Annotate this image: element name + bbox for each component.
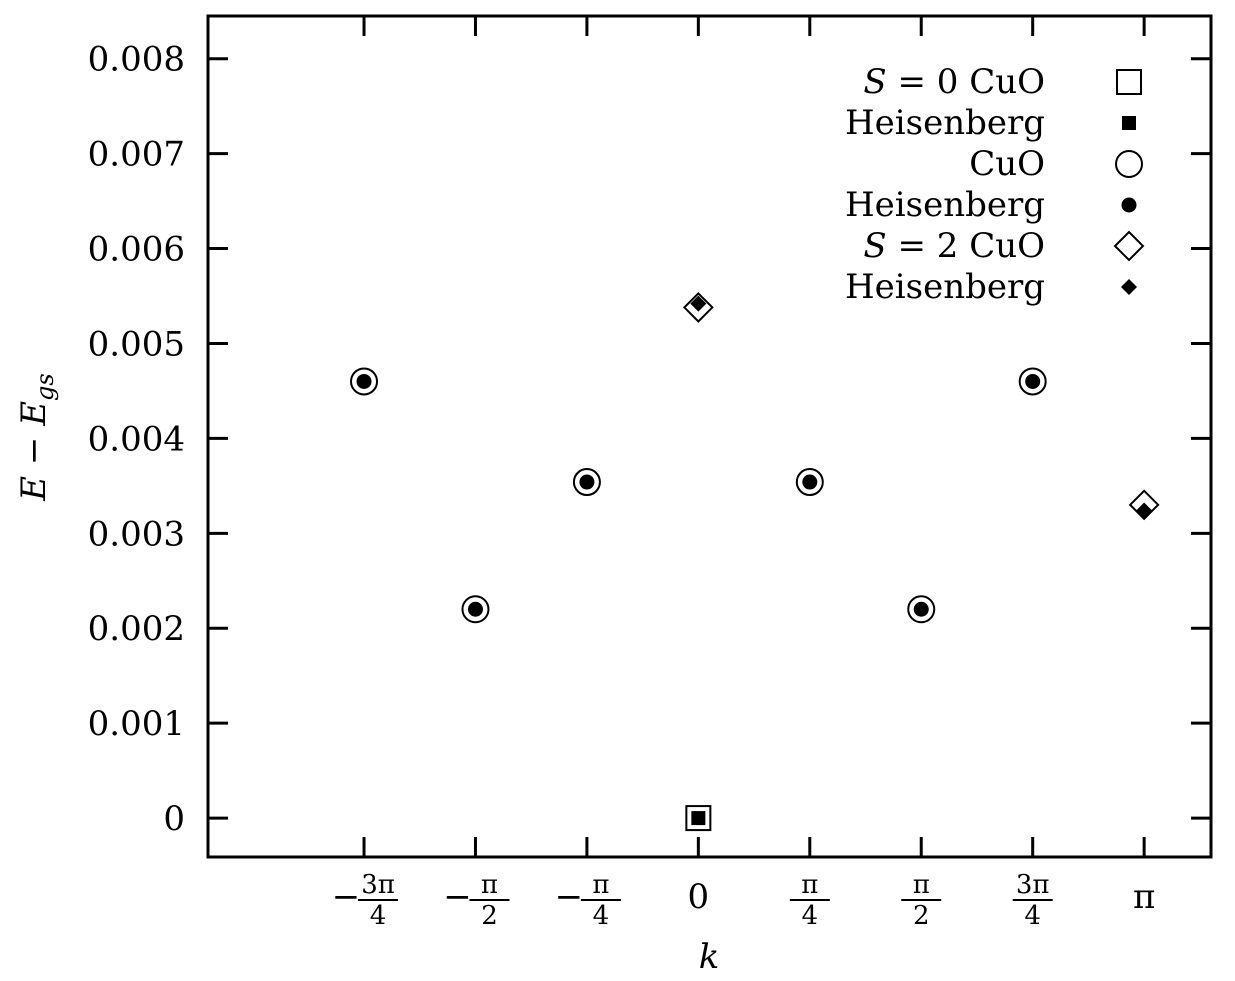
- legend-marker-open-square: [1116, 69, 1142, 95]
- legend-marker-filled-square: [1122, 116, 1136, 130]
- data-point-open-circle: [795, 468, 824, 497]
- legend-entry-label: CuO: [969, 144, 1045, 184]
- y-tick-label: 0.008: [88, 40, 185, 80]
- data-point-filled-circle: [802, 474, 818, 490]
- data-point-filled-circle: [467, 601, 483, 617]
- data-point-open-circle: [350, 367, 379, 396]
- y-tick-label: 0: [163, 799, 185, 839]
- x-tick-label: 3π4: [1012, 870, 1053, 931]
- legend-marker-open-circle: [1115, 150, 1143, 178]
- x-tick-sign: −: [332, 877, 361, 917]
- x-tick-sign: −: [555, 877, 584, 917]
- y-tick-label: 0.002: [88, 609, 185, 649]
- y-tick-label: 0.007: [88, 135, 185, 175]
- ticks-layer: 0 0.001 0.002 0.003 0.004 0.005 0.006 0.007 0.00…: [88, 16, 1211, 931]
- legend-entry-symbol: S: [863, 62, 886, 102]
- legend-entry-text: Heisenberg: [845, 103, 1045, 143]
- x-tick-numerator: π: [801, 870, 818, 900]
- x-tick-label: π4: [789, 870, 830, 931]
- y-axis-label-part: E: [14, 476, 54, 502]
- data-point-open-circle: [907, 595, 936, 624]
- y-tick-label: 0.006: [88, 230, 185, 270]
- x-tick-numerator: 3π: [361, 870, 395, 900]
- legend-entry-label: Heisenberg: [845, 267, 1045, 307]
- x-tick-denominator: 4: [593, 901, 610, 931]
- x-tick-label: 0: [688, 877, 710, 917]
- legend-entry-text: Heisenberg: [845, 267, 1045, 307]
- y-tick-label: 0.001: [88, 704, 185, 744]
- y-axis-label-subscript: gs: [31, 373, 59, 401]
- data-point-open-diamond: [682, 291, 714, 323]
- x-tick-label: π: [1133, 877, 1155, 917]
- data-point-filled-diamond: [690, 295, 707, 312]
- data-point-filled-circle: [356, 373, 372, 389]
- legend-entry-text: = 0 CuO: [887, 62, 1045, 102]
- legend-marker-filled-diamond: [1121, 279, 1137, 295]
- legend-entry-symbol: S: [863, 226, 886, 266]
- x-tick-label: π2: [901, 870, 942, 931]
- x-tick-numerator: π: [481, 870, 498, 900]
- plot-frame: [206, 14, 1213, 859]
- y-tick-label: 0.005: [88, 324, 185, 364]
- marks-layer: [350, 291, 1160, 832]
- legend-entry-text: Heisenberg: [845, 185, 1045, 225]
- y-axis-label-part: E: [14, 401, 54, 427]
- y-axis-label-part: −: [14, 426, 54, 476]
- x-axis-label: k: [699, 937, 720, 976]
- data-point-open-square: [685, 805, 712, 832]
- legend-marker-filled-circle: [1121, 197, 1137, 213]
- x-tick-denominator: 2: [481, 901, 498, 931]
- legend-entry-label: S = 2 CuO: [863, 226, 1045, 266]
- data-point-filled-circle: [579, 474, 595, 490]
- legend-entry-text: CuO: [969, 144, 1045, 184]
- data-point-filled-square: [691, 811, 706, 826]
- x-tick-label: −3π4: [332, 870, 399, 931]
- y-axis-label: E − Egs: [14, 373, 59, 501]
- x-tick-label: − π2: [443, 870, 510, 931]
- x-tick-sign: −: [443, 877, 472, 917]
- data-point-open-circle: [572, 468, 601, 497]
- data-point-filled-circle: [913, 601, 929, 617]
- legend-entry-label: Heisenberg: [845, 185, 1045, 225]
- x-tick-denominator: 4: [802, 901, 819, 931]
- legend-entry-label: S = 0 CuO: [863, 62, 1045, 102]
- x-tick-numerator: 3π: [1016, 870, 1050, 900]
- y-tick-label: 0.003: [88, 514, 185, 554]
- x-tick-numerator: π: [913, 870, 930, 900]
- x-tick-denominator: 4: [1024, 901, 1041, 931]
- y-tick-label: 0.004: [88, 419, 185, 459]
- legend-entry-label: Heisenberg: [845, 103, 1045, 143]
- data-point-filled-circle: [1025, 373, 1041, 389]
- x-tick-label: − π4: [555, 870, 621, 931]
- x-tick-denominator: 2: [913, 901, 930, 931]
- data-point-open-circle: [461, 595, 490, 624]
- data-point-open-circle: [1018, 367, 1047, 396]
- x-tick-numerator: π: [592, 870, 609, 900]
- x-tick-denominator: 4: [370, 901, 387, 931]
- legend-marker-open-diamond: [1113, 230, 1145, 262]
- data-point-open-diamond: [1128, 489, 1160, 521]
- data-point-filled-diamond: [1136, 502, 1153, 519]
- legend-entry-text: = 2 CuO: [887, 226, 1045, 266]
